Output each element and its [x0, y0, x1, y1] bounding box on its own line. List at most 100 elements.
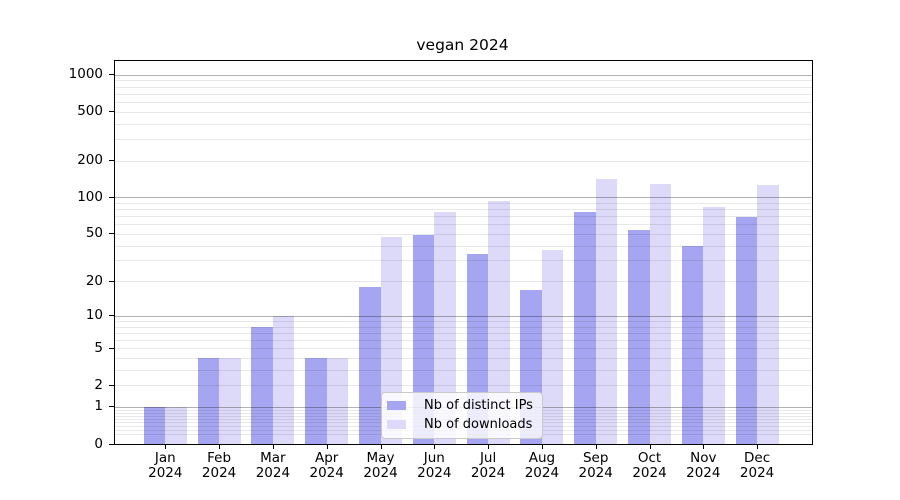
gridline-minor: [115, 385, 812, 387]
x-axis-tick-label: Apr 2024: [309, 450, 344, 481]
y-axis-tick-label: 50: [85, 225, 103, 242]
bar-downloads-jul: [488, 200, 510, 444]
x-axis-tick-mark: [488, 445, 490, 449]
bar-downloads-may: [380, 237, 402, 444]
y-axis-tick-mark: [109, 280, 114, 282]
gridline-minor: [115, 409, 812, 411]
x-axis-tick-label: Jan 2024: [148, 450, 183, 481]
gridlines-layer: [115, 61, 812, 444]
y-axis-tick-label: 0: [94, 435, 103, 452]
gridline-minor: [115, 281, 812, 283]
chart-title: vegan 2024: [416, 36, 509, 54]
gridline-minor: [115, 369, 812, 371]
y-axis-tick-mark: [109, 111, 114, 113]
gridline-minor: [115, 422, 812, 424]
y-axis-tick-label: 1: [94, 398, 103, 415]
legend-swatch-distinct-ips: [387, 401, 406, 410]
gridline-minor: [115, 101, 812, 103]
bar-distinct-ips-dec: [735, 216, 758, 444]
bar-downloads-oct: [649, 184, 671, 444]
y-axis-tick-mark: [109, 160, 114, 161]
gridline-major: [115, 74, 812, 76]
y-axis-tick-label: 20: [85, 272, 103, 289]
gridline-minor: [115, 418, 812, 420]
x-axis-tick-mark: [757, 445, 759, 449]
gridline-minor: [115, 348, 812, 350]
y-axis-tick-mark: [109, 74, 114, 76]
x-axis-tick-mark: [541, 445, 543, 449]
gridline-minor: [115, 123, 812, 125]
legend-item-downloads: Nb of downloads: [382, 415, 542, 434]
x-axis-tick-label: Dec 2024: [739, 450, 775, 481]
legend-swatch-downloads: [387, 420, 406, 429]
legend-label-downloads: Nb of downloads: [424, 417, 533, 432]
legend-item-distinct-ips: Nb of distinct IPs: [382, 396, 542, 415]
bar-downloads-aug: [541, 249, 564, 444]
bar-distinct-ips-may: [359, 286, 381, 444]
y-axis-tick-label: 100: [77, 188, 103, 205]
x-axis-tick-label: Jul 2024: [470, 450, 506, 481]
bar-distinct-ips-jul: [466, 253, 489, 444]
y-axis-tick-label: 1000: [68, 66, 103, 83]
gridline-minor: [115, 326, 812, 328]
gridline-minor: [115, 434, 812, 436]
x-axis-tick-mark: [703, 445, 705, 449]
gridline-minor: [115, 412, 812, 414]
x-axis-tick-mark: [326, 445, 328, 449]
gridline-minor: [115, 426, 812, 427]
y-axis-tick-mark: [109, 384, 114, 386]
bar-distinct-ips-nov: [681, 245, 704, 444]
gridline-minor: [115, 160, 812, 162]
x-axis-tick-mark: [434, 445, 436, 449]
gridline-minor: [115, 332, 812, 334]
gridline-minor: [115, 233, 812, 235]
y-axis-tick-label: 5: [94, 339, 103, 356]
bar-distinct-ips-jan: [143, 406, 166, 444]
gridline-minor: [115, 209, 812, 211]
bar-distinct-ips-jun: [412, 234, 435, 444]
x-axis-tick-mark: [165, 445, 167, 449]
gridline-minor: [115, 86, 812, 88]
bar-downloads-nov: [703, 206, 725, 444]
y-axis-tick-label: 500: [77, 103, 103, 120]
gridline-minor: [115, 320, 812, 322]
bar-downloads-feb: [219, 358, 241, 444]
y-axis-tick-mark: [109, 315, 114, 317]
gridline-minor: [115, 111, 812, 113]
x-axis-tick-label: Mar 2024: [255, 450, 291, 481]
x-axis-tick-label: Nov 2024: [686, 450, 721, 481]
y-axis-tick-label: 10: [85, 307, 103, 324]
legend: Nb of distinct IPs Nb of downloads: [381, 392, 543, 439]
x-axis-tick-mark: [380, 445, 382, 449]
bar-distinct-ips-oct: [628, 229, 650, 444]
x-axis-tick-mark: [272, 445, 274, 449]
x-axis-tick-label: May 2024: [363, 450, 398, 481]
gridline-minor: [115, 216, 812, 218]
legend-label-distinct-ips: Nb of distinct IPs: [424, 398, 533, 413]
x-axis-tick-mark: [649, 445, 651, 449]
bar-distinct-ips-aug: [520, 289, 542, 444]
x-axis-tick-label: Feb 2024: [201, 450, 237, 481]
gridline-minor: [115, 138, 812, 140]
bar-downloads-dec: [757, 185, 779, 444]
gridline-major: [115, 406, 812, 408]
y-axis-tick-mark: [109, 406, 114, 408]
gridline-minor: [115, 202, 812, 204]
y-axis-tick-mark: [109, 196, 114, 198]
bar-distinct-ips-feb: [197, 358, 220, 444]
bars-layer: [115, 61, 812, 444]
bar-downloads-jun: [434, 211, 456, 444]
bar-distinct-ips-sep: [574, 211, 596, 444]
x-axis-tick-label: Jun 2024: [417, 450, 452, 481]
plot-area: Nb of distinct IPs Nb of downloads: [114, 60, 813, 445]
y-axis-tick-label: 2: [94, 376, 103, 393]
bar-downloads-apr: [326, 358, 349, 444]
gridline-minor: [115, 224, 812, 226]
bar-downloads-jan: [165, 406, 187, 444]
x-axis-tick-mark: [595, 445, 597, 449]
gridline-major: [115, 315, 812, 317]
y-axis-tick-label: 200: [77, 152, 103, 168]
bar-downloads-mar: [272, 315, 295, 444]
x-axis-tick-label: Aug 2024: [524, 450, 560, 481]
